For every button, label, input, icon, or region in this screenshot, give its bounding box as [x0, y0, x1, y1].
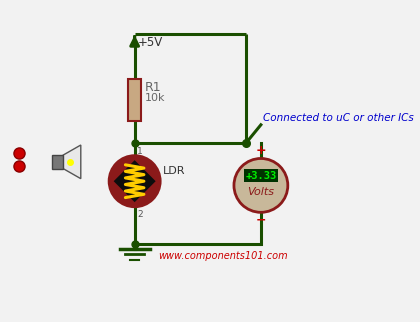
- Polygon shape: [63, 145, 81, 179]
- Text: +3.33: +3.33: [245, 171, 276, 181]
- Text: −: −: [256, 213, 266, 226]
- Text: 1: 1: [137, 147, 143, 156]
- Text: +: +: [256, 144, 266, 157]
- Bar: [244, 169, 278, 182]
- Text: www.components101.com: www.components101.com: [158, 251, 288, 261]
- Text: R1: R1: [145, 81, 161, 94]
- Circle shape: [234, 158, 288, 212]
- Polygon shape: [114, 160, 156, 202]
- Text: Connected to uC or other ICs: Connected to uC or other ICs: [262, 113, 413, 123]
- Text: +5V: +5V: [138, 36, 163, 49]
- Text: Volts: Volts: [247, 187, 274, 197]
- Bar: [128, 79, 142, 121]
- Text: 2: 2: [137, 210, 143, 219]
- Text: 10k: 10k: [145, 93, 165, 103]
- Circle shape: [108, 154, 162, 208]
- Text: LDR: LDR: [163, 166, 186, 176]
- Bar: [52, 155, 63, 169]
